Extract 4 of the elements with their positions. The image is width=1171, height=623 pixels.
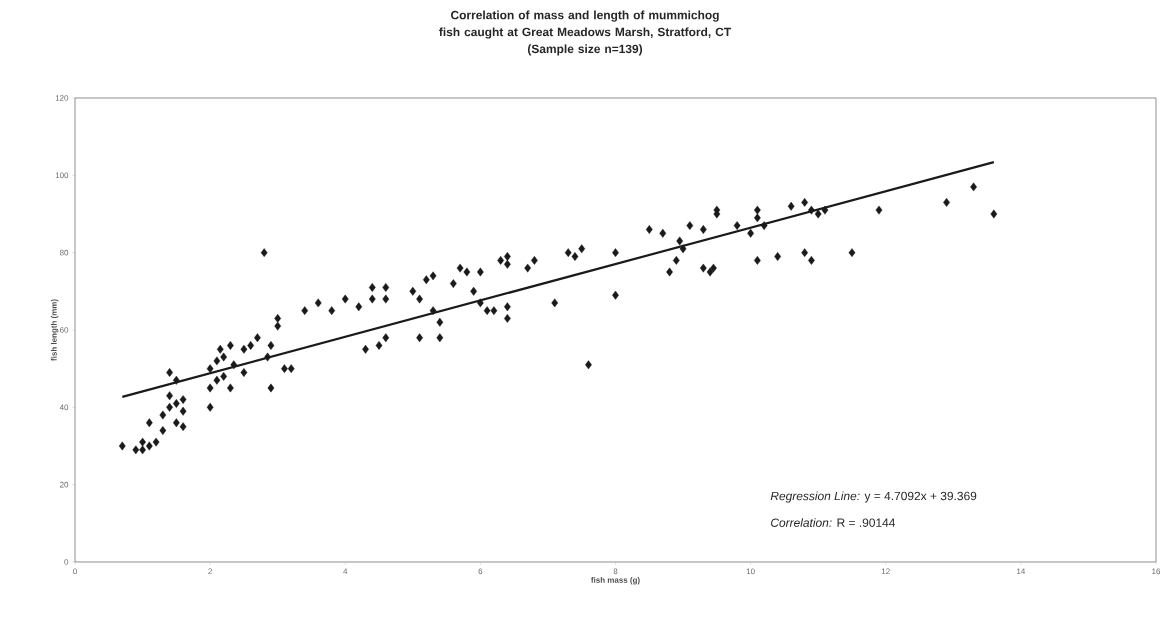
annotation: Correlation: R = .90144	[771, 518, 896, 527]
chart-title: Correlation of mass and length of mummichog fish caught at Great Meadows Marsh, Stratford, CT	[439, 10, 731, 39]
chart-subtitle: (Sample size n=139)	[527, 44, 643, 56]
annotation: Regression Line: y = 4.7092x + 39.369	[770, 491, 977, 503]
